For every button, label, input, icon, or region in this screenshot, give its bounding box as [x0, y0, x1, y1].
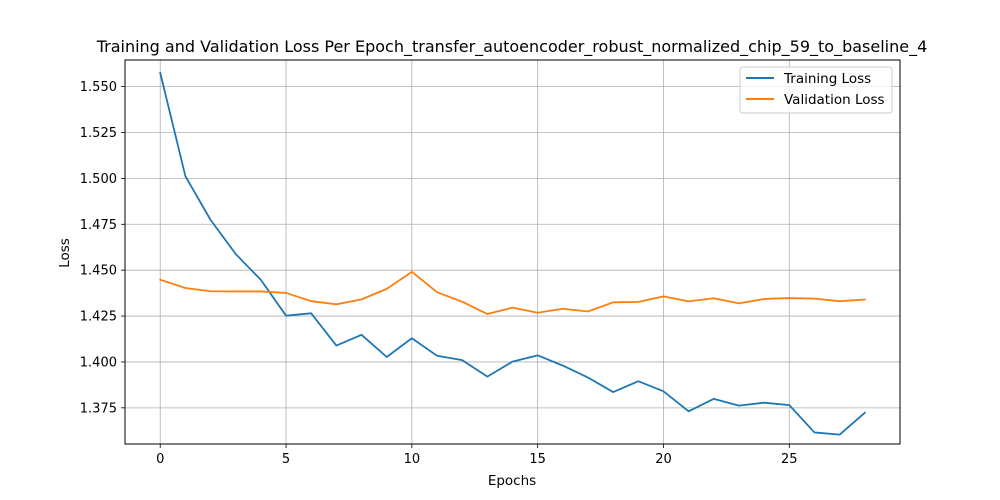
validation-loss-line — [159, 270, 866, 315]
y-tick-label: 1.500 — [80, 172, 117, 187]
series-lines — [159, 71, 867, 436]
y-tick-label: 1.450 — [80, 264, 117, 279]
y-tick-label: 1.525 — [80, 126, 117, 141]
y-tick-label: 1.375 — [80, 401, 117, 416]
grid — [125, 60, 900, 444]
y-axis-label: Loss — [57, 238, 73, 268]
legend-label-validation-loss: Validation Loss — [784, 92, 885, 108]
x-axis-label: Epochs — [488, 473, 536, 489]
training-loss-line — [159, 71, 867, 436]
x-axis-ticks: 0 5 10 15 20 25 — [156, 444, 798, 467]
x-tick-label: 25 — [781, 452, 798, 467]
y-tick-label: 1.550 — [80, 80, 117, 95]
plot-area-frame — [124, 59, 901, 445]
legend: Training Loss Validation Loss — [739, 66, 893, 114]
legend-box — [739, 66, 893, 114]
x-tick-label: 15 — [529, 452, 546, 467]
x-tick-label: 10 — [404, 452, 421, 467]
y-axis-ticks: 1.375 1.400 1.425 1.450 1.475 1.500 1.525 1.550 — [80, 80, 125, 416]
legend-label-training-loss: Training Loss — [783, 71, 871, 87]
y-tick-label: 1.425 — [80, 310, 117, 325]
x-tick-label: 5 — [282, 452, 290, 467]
x-tick-label: 20 — [655, 452, 672, 467]
y-tick-label: 1.400 — [80, 355, 117, 370]
x-tick-label: 0 — [156, 452, 164, 467]
chart-title: Training and Validation Loss Per Epoch_t… — [96, 37, 928, 57]
y-tick-label: 1.475 — [80, 218, 117, 233]
